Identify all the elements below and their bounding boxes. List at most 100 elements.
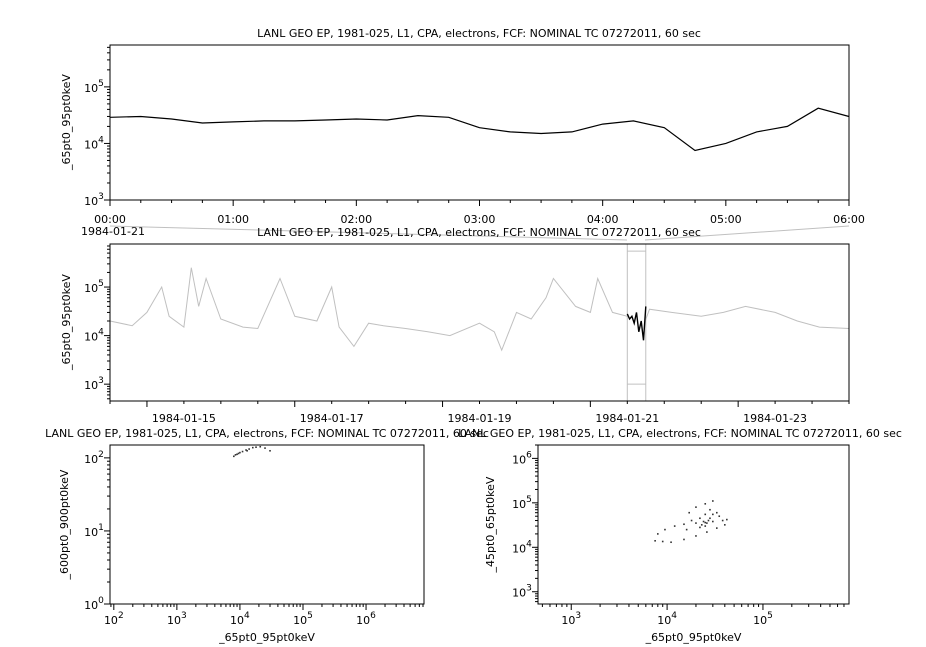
tick-exponent: 3 <box>98 192 104 202</box>
scatter-point <box>259 445 262 448</box>
panel2-ylabel: _65pt0_95pt0keV <box>60 274 73 371</box>
scatter-point <box>709 517 711 520</box>
tick-base: 10 <box>512 542 526 555</box>
y-tick-label: 104 <box>84 328 104 344</box>
scatter-point <box>685 528 688 531</box>
panel1-title: LANL GEO EP, 1981-025, L1, CPA, electron… <box>257 27 701 40</box>
panel4-xlabel: _65pt0_95pt0keV <box>645 631 742 644</box>
x-tick-label: 104 <box>230 611 250 627</box>
x-tick-label: 105 <box>293 611 313 627</box>
scatter-point <box>241 450 244 453</box>
scatter-point <box>664 528 666 531</box>
x-tick-label: 1984-01-19 <box>448 412 512 425</box>
scatter-point <box>248 448 250 450</box>
scatter-point <box>673 525 676 527</box>
scatter-point <box>726 518 728 521</box>
tick-exponent: 4 <box>526 539 532 549</box>
scatter-point <box>706 531 708 533</box>
tick-base: 10 <box>512 498 526 511</box>
tick-exponent: 5 <box>98 279 104 289</box>
tick-base: 10 <box>84 379 98 392</box>
scatter-point <box>252 446 254 449</box>
tick-exponent: 5 <box>307 611 313 621</box>
tick-base: 10 <box>657 614 671 627</box>
y-tick-label: 102 <box>84 450 104 466</box>
tick-base: 10 <box>84 453 98 466</box>
x-tick-label: 102 <box>104 611 124 627</box>
y-tick-label: 105 <box>84 79 104 95</box>
scatter-point <box>704 521 707 524</box>
x-tick-label: 06:00 <box>833 213 865 226</box>
scatter-point <box>683 538 685 541</box>
scatter-point <box>237 452 240 455</box>
scatter-point <box>269 449 271 452</box>
x-tick-label: 02:00 <box>340 213 372 226</box>
scatter-point <box>704 525 707 527</box>
panel3-title: LANL GEO EP, 1981-025, L1, CPA, electron… <box>45 427 489 440</box>
tick-exponent: 4 <box>98 328 104 338</box>
scatter-point <box>712 500 714 502</box>
tick-exponent: 0 <box>98 596 104 606</box>
y-tick-label: 103 <box>84 192 104 208</box>
tick-base: 10 <box>84 282 98 295</box>
scatter-point <box>700 524 703 526</box>
panel1-series-line <box>109 107 850 152</box>
x-tick-label: 04:00 <box>587 213 619 226</box>
scatter-point <box>264 447 266 449</box>
scatter-point <box>695 535 697 537</box>
zoom-connector-right <box>644 225 850 241</box>
tick-base: 10 <box>84 138 98 151</box>
scatter-point <box>706 522 708 524</box>
scatter-point <box>255 446 257 448</box>
x-tick-label: 1984-01-23 <box>743 412 807 425</box>
tick-base: 10 <box>104 614 118 627</box>
zoom-connector-left <box>109 225 628 241</box>
tick-exponent: 6 <box>370 611 376 621</box>
scatter-point <box>699 517 701 520</box>
scatter-point <box>716 511 718 514</box>
tick-exponent: 4 <box>671 611 677 621</box>
x-tick-label: 00:00 <box>94 213 126 226</box>
panel1-frame <box>109 44 850 201</box>
scatter-point <box>704 503 707 505</box>
scatter-point <box>683 523 685 526</box>
scatter-point <box>246 449 248 452</box>
tick-base: 10 <box>230 614 244 627</box>
tick-base: 10 <box>356 614 370 627</box>
tick-exponent: 4 <box>98 135 104 145</box>
panel1-ylabel: _65pt0_95pt0keV <box>60 74 73 171</box>
scatter-point <box>234 454 237 456</box>
x-tick-label: 1984-01-15 <box>152 412 216 425</box>
panel4-frame <box>537 444 850 605</box>
scatter-point <box>690 519 693 522</box>
y-tick-label: 103 <box>512 584 532 600</box>
panel2-frame <box>109 243 850 402</box>
panel4-ylabel: _45pt0_65pt0keV <box>484 476 497 573</box>
scatter-point <box>239 451 241 454</box>
tick-base: 10 <box>84 599 98 612</box>
scatter-point <box>709 508 711 511</box>
x-tick-label: 103 <box>167 611 187 627</box>
x-tick-label: 106 <box>356 611 376 627</box>
panel4-title: LANL GEO EP, 1981-025, L1, CPA, electron… <box>458 427 902 440</box>
scatter-point <box>233 455 235 458</box>
y-tick-label: 105 <box>512 495 532 511</box>
x-tick-label: 105 <box>753 611 773 627</box>
tick-exponent: 5 <box>526 495 532 505</box>
tick-base: 10 <box>84 331 98 344</box>
tick-exponent: 1 <box>98 523 104 533</box>
tick-exponent: 4 <box>244 611 250 621</box>
scatter-point <box>699 526 701 529</box>
scatter-point <box>707 519 710 522</box>
tick-base: 10 <box>84 526 98 539</box>
x-date-label: 1984-01-21 <box>81 225 145 238</box>
scatter-point <box>712 513 714 516</box>
x-tick-label: 1984-01-17 <box>300 412 364 425</box>
scatter-point <box>721 519 724 522</box>
tick-base: 10 <box>84 195 98 208</box>
tick-exponent: 3 <box>575 611 581 621</box>
tick-exponent: 5 <box>98 79 104 89</box>
x-tick-label: 01:00 <box>217 213 249 226</box>
tick-base: 10 <box>84 82 98 95</box>
